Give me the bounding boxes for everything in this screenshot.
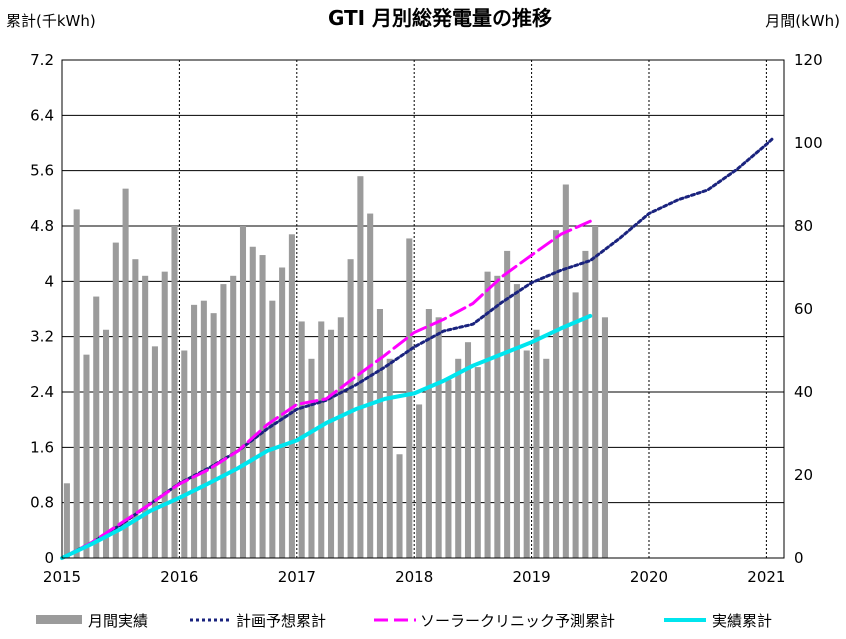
y-left-tick-label: 5.6 [30, 162, 54, 180]
monthly-bar [543, 358, 550, 558]
monthly-bar [367, 213, 374, 559]
x-tick-label: 2018 [395, 568, 433, 586]
monthly-bar [504, 250, 511, 558]
x-tick-label: 2019 [512, 568, 550, 586]
monthly-bar [93, 296, 100, 558]
monthly-bar [102, 329, 110, 558]
monthly-bar [220, 284, 227, 558]
monthly-bar [122, 188, 129, 558]
monthly-bar [562, 184, 569, 558]
monthly-bar [425, 309, 432, 558]
y-left-tick-label: 6.4 [30, 106, 54, 124]
monthly-bar [513, 284, 520, 558]
monthly-bar [396, 454, 403, 558]
monthly-bar [328, 329, 335, 558]
x-tick-label: 2020 [630, 568, 668, 586]
legend: 月間実績 計画予想累計 ソーラークリニック予測累計 実績累計 [36, 612, 772, 630]
monthly-bar [269, 300, 276, 558]
x-tick-label: 2015 [43, 568, 81, 586]
x-tick-label: 2017 [278, 568, 316, 586]
monthly-bar [230, 275, 237, 558]
monthly-bar [376, 309, 383, 558]
legend-swatch-monthly [36, 615, 82, 624]
legend-label-monthly: 月間実績 [88, 612, 148, 630]
y-right-tick-label: 80 [794, 217, 813, 235]
left-axis-label: 累計(千kWh) [6, 12, 96, 30]
monthly-bar [63, 483, 70, 558]
monthly-bar [239, 226, 247, 558]
y-right-tick-label: 0 [794, 549, 804, 567]
monthly-bar [484, 271, 491, 558]
legend-item-actual: 実績累計 [664, 612, 772, 630]
monthly-bar [161, 271, 168, 558]
y-right-tick-label: 120 [794, 51, 823, 69]
monthly-bar [288, 234, 295, 559]
chart-title: GTI 月別総発電量の推移 [328, 6, 552, 30]
monthly-bar [474, 367, 481, 558]
monthly-bar [523, 350, 530, 558]
y-left-tick-label: 4.8 [30, 217, 54, 235]
y-right-tick-label: 100 [794, 134, 823, 152]
monthly-bar [73, 209, 80, 558]
monthly-bar [249, 246, 256, 558]
legend-label-actual: 実績累計 [712, 612, 772, 630]
y-left-tick-label: 0.8 [30, 494, 54, 512]
monthly-bar [592, 226, 599, 558]
legend-label-plan: 計画予想累計 [236, 612, 326, 630]
y-left-tick-label: 3.2 [30, 328, 54, 346]
y-left-tick-label: 7.2 [30, 51, 54, 69]
monthly-bar [259, 255, 266, 559]
monthly-bar [572, 292, 579, 558]
monthly-bar [464, 342, 472, 558]
monthly-bar [533, 329, 540, 558]
monthly-bar [406, 238, 413, 558]
monthly-bar [191, 304, 198, 558]
y-right-tick-label: 60 [794, 300, 813, 318]
y-left-tick-label: 1.6 [30, 438, 54, 456]
cumulative-lines [60, 137, 774, 560]
legend-item-plan: 計画予想累計 [190, 612, 326, 630]
plot-frame [61, 59, 785, 559]
actual-cumulative-line [60, 313, 593, 560]
monthly-bar [318, 321, 325, 558]
y-right-tick-label: 20 [794, 466, 813, 484]
monthly-bars [63, 176, 609, 559]
monthly-bar [200, 300, 207, 558]
axis-ticks: 0 0.8 1.6 2.4 3.2 4 4.8 5.6 6.4 7.2 0 20 40 60 80 100 12… [30, 51, 823, 586]
monthly-bar [494, 275, 501, 558]
monthly-bar [132, 259, 139, 558]
legend-item-monthly: 月間実績 [36, 612, 148, 630]
legend-label-solar-clinic: ソーラークリニック予測累計 [420, 612, 615, 630]
x-tick-label: 2021 [747, 568, 785, 586]
monthly-bar [347, 259, 354, 558]
monthly-bar [416, 404, 423, 558]
monthly-bar [308, 358, 315, 558]
y-left-tick-label: 2.4 [30, 383, 54, 401]
x-tick-label: 2016 [160, 568, 198, 586]
monthly-bar [386, 358, 393, 558]
right-axis-label: 月間(kWh) [765, 12, 840, 30]
monthly-bar [455, 358, 462, 558]
monthly-bar [171, 226, 178, 558]
monthly-bar [210, 313, 217, 558]
monthly-bar [582, 250, 589, 558]
monthly-bar [357, 176, 364, 558]
monthly-bar [445, 379, 452, 558]
y-left-tick-label: 0 [44, 549, 54, 567]
monthly-bar [435, 317, 442, 558]
y-left-tick-label: 4 [44, 272, 54, 290]
monthly-bar [181, 350, 188, 558]
monthly-bar [601, 317, 609, 558]
monthly-bar [142, 275, 149, 558]
solar-clinic-cumulative-line [60, 219, 592, 560]
monthly-bar [553, 230, 560, 558]
monthly-bar [112, 242, 119, 558]
legend-item-solar-clinic: ソーラークリニック予測累計 [374, 612, 615, 630]
monthly-bar [151, 346, 158, 558]
monthly-bar [337, 317, 344, 558]
y-right-tick-label: 40 [794, 383, 813, 401]
monthly-bar [83, 354, 90, 558]
